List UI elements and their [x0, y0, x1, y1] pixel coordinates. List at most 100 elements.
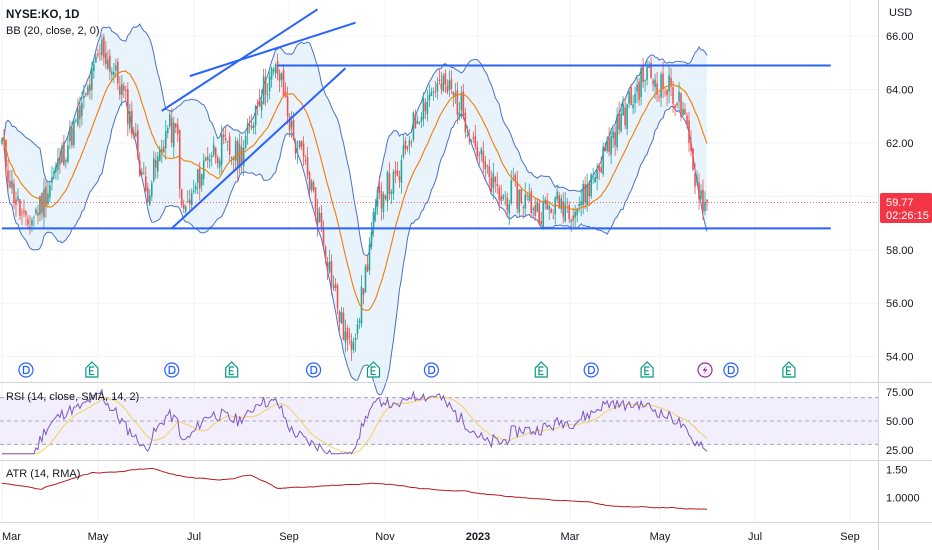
atr-line	[1, 467, 708, 510]
event-dividend-icon[interactable]	[583, 362, 599, 378]
candle-body	[81, 103, 83, 116]
candle-body	[196, 169, 199, 183]
candle-body	[574, 211, 576, 218]
candle-body	[454, 93, 457, 97]
candle-body	[322, 227, 325, 246]
candle-body	[59, 155, 61, 165]
rsi-pane[interactable]: RSI (14, close, SMA, 14, 2)	[0, 388, 878, 455]
rsi-ma-line	[2, 396, 708, 455]
atr-tick-1: 1.50	[886, 465, 907, 477]
candle-body	[524, 194, 527, 209]
candle-body	[648, 66, 650, 68]
rsi-title: RSI (14, close, SMA, 14, 2)	[6, 391, 139, 403]
candle-body	[370, 231, 373, 247]
event-dividend-icon[interactable]	[305, 362, 322, 378]
candle-body	[146, 187, 149, 202]
candle-body	[232, 158, 235, 160]
event-dividend-icon[interactable]	[723, 362, 739, 378]
candle-body	[280, 73, 283, 80]
candle-body	[19, 199, 21, 216]
price-pane[interactable]: NYSE:KO, 1D BB (20, close, 2, 0)	[0, 0, 878, 522]
candle-body	[240, 147, 243, 163]
candle-body	[244, 136, 247, 148]
candle-body	[682, 108, 684, 115]
candle-body	[228, 136, 231, 155]
candle-body	[582, 183, 584, 206]
candle-body	[170, 118, 173, 144]
candle-body	[664, 92, 666, 94]
earnings-glyph	[785, 366, 792, 376]
right-price-axis[interactable]: USD 54.0056.0058.0060.0062.0064.0066.00 …	[880, 7, 932, 505]
price-tick-5: 64.00	[886, 84, 914, 96]
bollinger-basis	[1, 70, 708, 311]
price-tick-4: 62.00	[886, 138, 914, 150]
candle-body	[696, 177, 698, 183]
split-glyph	[702, 365, 708, 375]
candle-body	[624, 107, 626, 126]
candle-body	[522, 207, 525, 209]
candle-body	[584, 184, 586, 203]
event-tag	[640, 361, 654, 378]
bollinger-lower-band	[1, 100, 708, 396]
candle-body	[592, 178, 594, 180]
time-axis[interactable]: Mar May Jul Sep Nov 2023 Mar May Jul Sep	[2, 531, 860, 543]
candle-body	[704, 202, 706, 212]
candle-body	[45, 186, 47, 207]
candle-body	[33, 216, 35, 218]
event-earnings-icon[interactable]	[366, 361, 381, 378]
last-price-tag: 59.77 02:26:15	[880, 193, 932, 223]
candle-body	[652, 80, 654, 85]
event-earnings-icon[interactable]	[782, 361, 796, 378]
candle-body	[135, 132, 137, 137]
event-dividend-icon[interactable]	[423, 362, 439, 378]
candle-body	[668, 75, 670, 92]
candle-body	[640, 67, 642, 98]
price-tick-6: 66.00	[886, 31, 914, 43]
event-earnings-icon[interactable]	[85, 361, 99, 378]
atr-pane[interactable]: ATR (14, RMA)	[1, 467, 708, 510]
candle-body	[141, 171, 143, 175]
candle-body	[214, 147, 217, 158]
candle-body	[97, 53, 99, 56]
candle-body	[57, 158, 59, 170]
candle-body	[105, 53, 107, 64]
candle-body	[684, 109, 686, 115]
candle-body	[408, 140, 411, 146]
event-earnings-icon[interactable]	[225, 361, 239, 378]
candle-body	[250, 126, 253, 129]
candle-body	[248, 125, 251, 127]
candle-body	[492, 173, 495, 188]
candle-body	[308, 172, 311, 191]
candle-body	[438, 79, 441, 82]
candle-body	[35, 209, 37, 214]
candle-body	[596, 170, 598, 179]
candle-body	[384, 195, 387, 199]
candle-body	[274, 64, 277, 74]
candle-body	[686, 115, 688, 125]
candle-body	[298, 141, 301, 148]
trendlines[interactable]	[2, 8, 831, 230]
candle-body	[428, 94, 431, 101]
event-split-icon[interactable]	[697, 362, 713, 378]
candle-body	[390, 191, 393, 194]
event-dividend-icon[interactable]	[164, 362, 180, 378]
atr-tick-0: 1.0000	[886, 493, 920, 505]
candle-body	[184, 206, 187, 212]
candle-body	[434, 91, 437, 93]
event-markers[interactable]	[18, 361, 796, 378]
candle-body	[510, 180, 513, 204]
candle-body	[642, 65, 644, 83]
candle-body	[550, 208, 553, 213]
candle-body	[139, 160, 141, 176]
candle-body	[216, 157, 219, 164]
atr-axis-ticks: 1.0000 1.50	[886, 465, 920, 505]
event-earnings-icon[interactable]	[640, 361, 654, 378]
candle-body	[532, 208, 535, 211]
event-earnings-icon[interactable]	[534, 361, 548, 378]
candle-body	[526, 195, 529, 197]
candle-body	[614, 132, 616, 146]
event-dividend-icon[interactable]	[18, 362, 34, 378]
candle-body	[498, 187, 501, 201]
candle-body	[85, 93, 87, 95]
